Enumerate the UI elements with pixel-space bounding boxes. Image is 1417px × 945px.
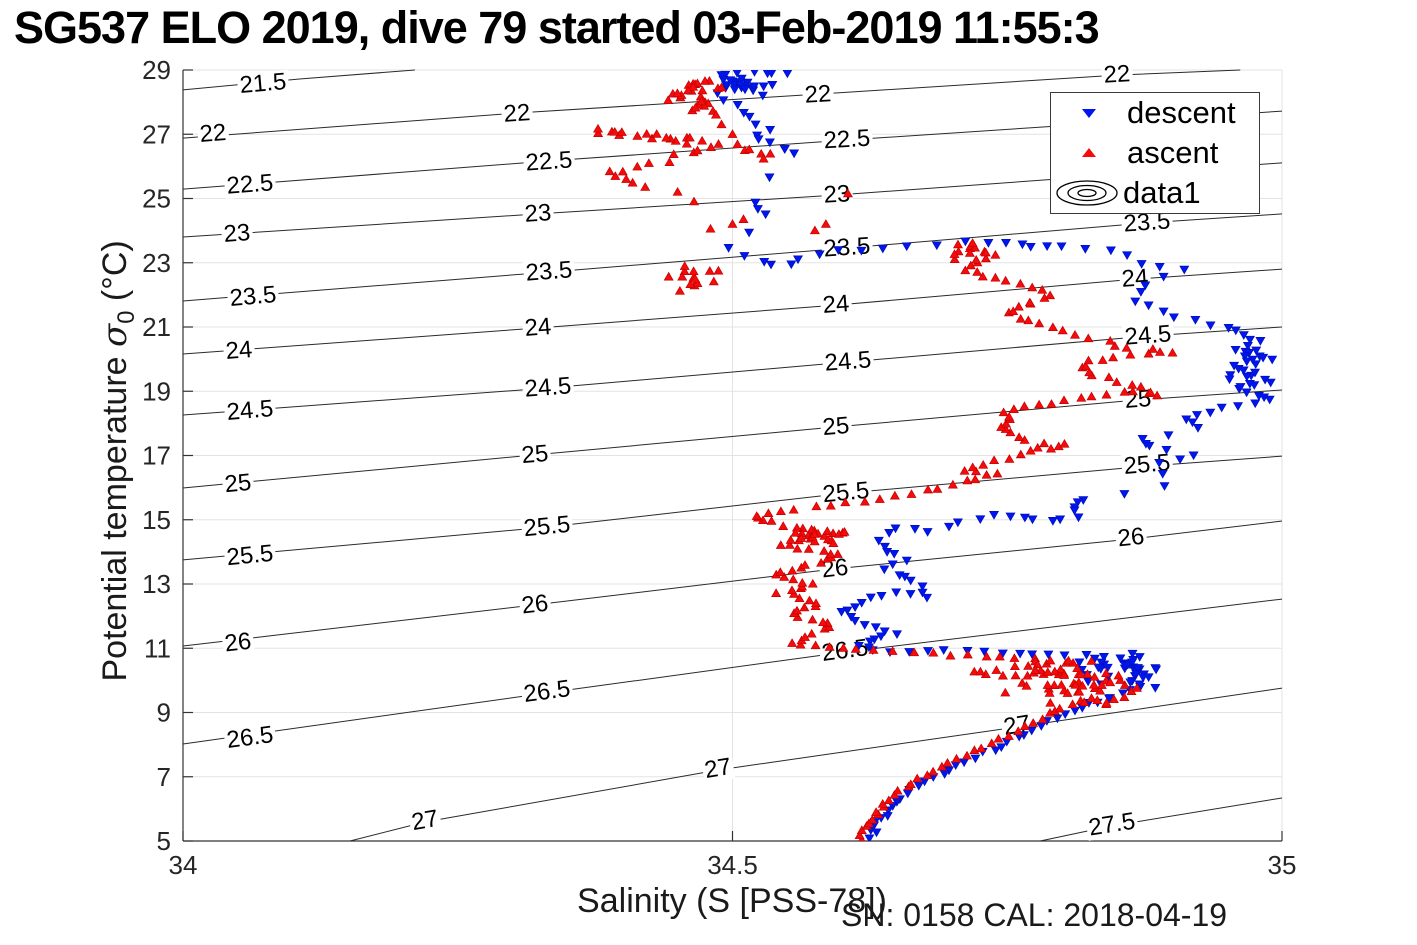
x-axis-label: Salinity (S [PSS-78]) bbox=[577, 882, 887, 920]
svg-text:9: 9 bbox=[157, 698, 171, 728]
svg-text:34.5: 34.5 bbox=[707, 850, 758, 880]
svg-text:25: 25 bbox=[142, 184, 171, 214]
sn-cal-annotation: SN: 0158 CAL: 2018-04-19 bbox=[841, 897, 1228, 933]
legend-item-descent: descent bbox=[1051, 93, 1259, 133]
svg-text:29: 29 bbox=[142, 55, 171, 85]
legend-label: ascent bbox=[1127, 135, 1219, 170]
svg-text:11: 11 bbox=[144, 633, 171, 663]
svg-text:35: 35 bbox=[1268, 850, 1297, 880]
svg-text:7: 7 bbox=[157, 762, 171, 792]
legend-item-ascent: ascent bbox=[1051, 133, 1259, 173]
svg-text:23: 23 bbox=[142, 248, 171, 278]
figure-title: SG537 ELO 2019, dive 79 started 03-Feb-2… bbox=[14, 2, 1100, 53]
contour-rings-icon bbox=[1051, 178, 1123, 208]
legend: descent ascent data1 bbox=[1050, 92, 1260, 214]
svg-text:27: 27 bbox=[142, 119, 171, 149]
svg-text:17: 17 bbox=[142, 441, 171, 471]
ascent-triangle-up-icon bbox=[1051, 145, 1127, 161]
legend-label: descent bbox=[1127, 95, 1236, 130]
svg-text:21: 21 bbox=[142, 312, 171, 342]
legend-label: data1 bbox=[1123, 175, 1201, 210]
descent-triangle-down-icon bbox=[1051, 105, 1127, 121]
svg-text:13: 13 bbox=[142, 569, 171, 599]
svg-text:19: 19 bbox=[142, 376, 171, 406]
svg-text:15: 15 bbox=[142, 505, 171, 535]
legend-item-data1: data1 bbox=[1051, 173, 1259, 213]
svg-text:5: 5 bbox=[157, 826, 171, 856]
svg-text:34: 34 bbox=[169, 850, 198, 880]
